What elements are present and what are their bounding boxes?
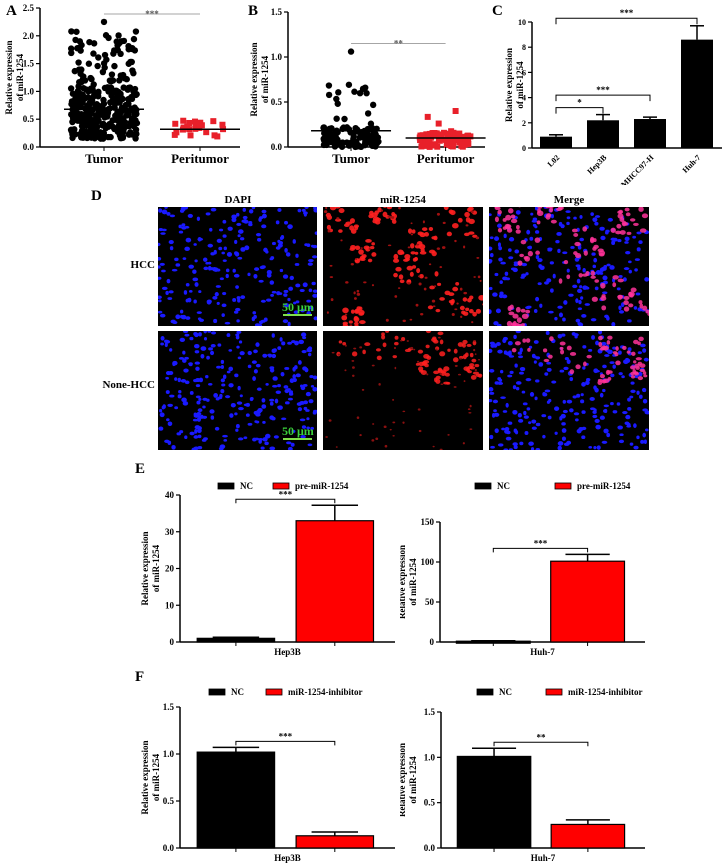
svg-text:L02: L02 (546, 153, 562, 169)
svg-text:Relative expressionof miR-1254: Relative expressionof miR-1254 (140, 531, 161, 605)
svg-text:NC: NC (240, 481, 253, 491)
svg-text:30: 30 (165, 527, 175, 537)
svg-text:***: *** (279, 489, 293, 499)
svg-text:MHCC97-H: MHCC97-H (619, 153, 656, 185)
chart-f-huh7: 0.0 0.5 1.0 1.5 Relative expressionof miR-12… (400, 687, 645, 863)
chart-e-hep3b: 0 10 20 30 40 Relative expressionof miR-1254 H… (140, 481, 395, 657)
svg-text:NC: NC (231, 687, 244, 697)
svg-text:**: ** (536, 732, 546, 742)
column-title-merge: Merge (553, 194, 585, 206)
svg-text:0.0: 0.0 (163, 843, 175, 853)
svg-text:2.0: 2.0 (23, 31, 35, 41)
svg-text:pre-miR-1254: pre-miR-1254 (577, 481, 631, 491)
svg-text:*: * (577, 98, 582, 108)
scale-bar-nonehcc (283, 438, 312, 440)
svg-text:4: 4 (522, 94, 526, 103)
svg-text:1.0: 1.0 (23, 86, 35, 96)
svg-text:0.0: 0.0 (424, 843, 436, 853)
scale-bar-hcc (283, 314, 312, 316)
svg-text:1.5: 1.5 (23, 59, 35, 69)
svg-text:0: 0 (430, 637, 435, 647)
svg-text:0.0: 0.0 (23, 142, 35, 152)
panel-letter-b: B (248, 3, 259, 19)
scale-bar-label-nonehcc: 50 μm (282, 424, 314, 438)
svg-text:0.5: 0.5 (23, 114, 35, 124)
svg-text:0.5: 0.5 (163, 796, 175, 806)
svg-text:***: *** (145, 9, 159, 19)
svg-text:Peritumor: Peritumor (417, 151, 475, 166)
svg-text:miR-1254-inhibitor: miR-1254-inhibitor (568, 687, 643, 697)
svg-text:Tumor: Tumor (85, 151, 123, 166)
svg-text:0.0: 0.0 (271, 142, 283, 152)
panel-letter-e: E (135, 461, 146, 477)
panel-letter-c: C (492, 3, 503, 19)
svg-text:1.5: 1.5 (271, 7, 283, 17)
svg-text:***: *** (279, 731, 293, 741)
svg-text:miR-1254-inhibitor: miR-1254-inhibitor (288, 687, 363, 697)
chart-e-huh7: 0 50 100 150 Relative expressionof miR-1254 H… (400, 481, 645, 657)
svg-text:50: 50 (425, 597, 435, 607)
micrograph-nonehcc-dapi (158, 331, 317, 450)
svg-text:0: 0 (522, 144, 526, 153)
svg-text:6: 6 (522, 68, 526, 77)
svg-text:Hep3B: Hep3B (274, 647, 301, 657)
micrograph-nonehcc-mir1254 (323, 331, 483, 450)
svg-text:40: 40 (165, 490, 175, 500)
svg-text:Peritumor: Peritumor (171, 151, 229, 166)
chart-c-bar: 0 2 4 6 8 10 Relative expressionof miR-1254 L02… (504, 8, 722, 185)
column-title-mir1254: miR-1254 (380, 194, 426, 206)
svg-text:Relative expressionof miR-1254: Relative expressionof miR-1254 (249, 42, 270, 116)
svg-text:10: 10 (165, 600, 175, 610)
svg-text:1.0: 1.0 (424, 752, 436, 762)
chart-a-scatter: 0.0 0.5 1.0 1.5 2.0 2.5 Relative expressionof … (4, 3, 240, 166)
svg-text:Relative expressionof miR-1254: Relative expressionof miR-1254 (400, 743, 418, 817)
svg-text:Tumor: Tumor (332, 151, 370, 166)
svg-text:Relative expressionof miR-1254: Relative expressionof miR-1254 (504, 48, 525, 122)
svg-text:NC: NC (497, 481, 510, 491)
micrograph-hcc-merge (489, 207, 649, 326)
svg-text:0.5: 0.5 (271, 97, 283, 107)
svg-text:Relative expressionof miR-1254: Relative expressionof miR-1254 (400, 545, 418, 619)
svg-text:Huh-7: Huh-7 (531, 853, 556, 863)
svg-text:1.0: 1.0 (163, 749, 175, 759)
svg-text:1.5: 1.5 (424, 707, 436, 717)
svg-text:**: ** (394, 39, 404, 49)
svg-text:10: 10 (518, 18, 526, 27)
panel-letter-d: D (91, 188, 102, 204)
chart-f-hep3b: 0.0 0.5 1.0 1.5 Relative expressionof miR-12… (140, 687, 395, 863)
svg-text:pre-miR-1254: pre-miR-1254 (295, 481, 349, 491)
micrograph-nonehcc-merge (489, 331, 649, 450)
svg-text:0.5: 0.5 (424, 798, 436, 808)
svg-text:Hep3B: Hep3B (585, 153, 608, 176)
svg-text:Relative expressionof miR-1254: Relative expressionof miR-1254 (4, 40, 25, 114)
panel-letter-a: A (6, 3, 17, 19)
svg-text:100: 100 (421, 557, 435, 567)
svg-text:150: 150 (421, 517, 435, 527)
row-label-none-hcc: None-HCC (102, 379, 155, 391)
svg-text:20: 20 (165, 564, 175, 574)
scale-bar-label-hcc: 50 μm (282, 300, 314, 314)
svg-text:Relative expressionof miR-1254: Relative expressionof miR-1254 (140, 740, 161, 814)
micrograph-hcc-mir1254 (323, 207, 483, 326)
svg-text:***: *** (620, 8, 634, 18)
micrograph-hcc-dapi (158, 207, 317, 326)
svg-text:1.0: 1.0 (271, 52, 283, 62)
svg-text:NC: NC (499, 687, 512, 697)
svg-text:8: 8 (522, 43, 526, 52)
svg-text:***: *** (596, 85, 610, 95)
svg-text:0: 0 (170, 637, 175, 647)
svg-text:1.5: 1.5 (163, 702, 175, 712)
chart-b-scatter: 0.0 0.5 1.0 1.5 Relative expressionof miR-12… (249, 7, 486, 166)
svg-text:2: 2 (522, 119, 526, 128)
svg-text:***: *** (534, 538, 548, 548)
svg-text:Huh-7: Huh-7 (530, 647, 555, 657)
column-title-dapi: DAPI (224, 194, 252, 206)
row-label-hcc: HCC (130, 259, 155, 271)
svg-text:2.5: 2.5 (23, 3, 35, 13)
svg-text:Huh-7: Huh-7 (681, 153, 703, 175)
panel-letter-f: F (135, 669, 145, 685)
svg-text:Hep3B: Hep3B (274, 853, 301, 863)
